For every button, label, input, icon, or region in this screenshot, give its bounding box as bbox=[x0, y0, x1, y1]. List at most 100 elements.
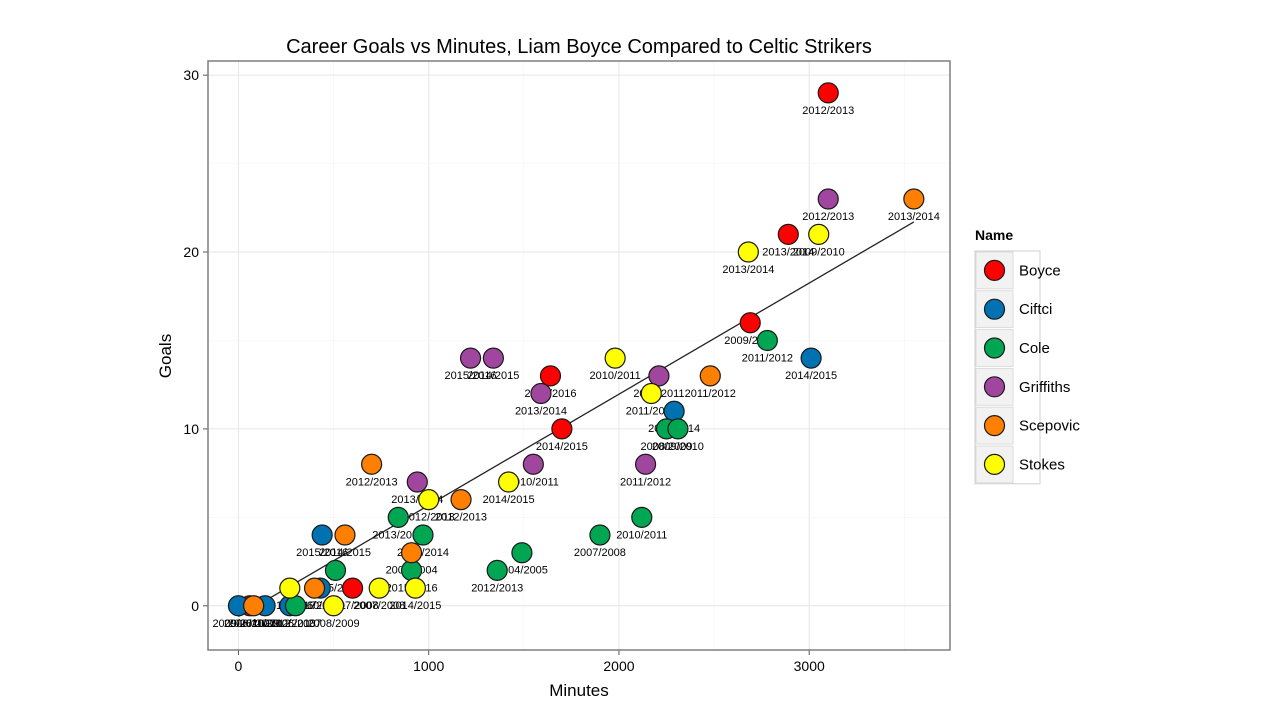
data-point bbox=[589, 524, 611, 546]
point-label: 2013/2014 bbox=[515, 406, 567, 418]
data-point bbox=[450, 489, 472, 511]
data-point bbox=[511, 542, 533, 564]
point-label: 2011/2012 bbox=[685, 388, 736, 400]
data-point bbox=[808, 223, 830, 245]
point-label: 2006/2007 bbox=[224, 618, 276, 630]
data-point bbox=[459, 347, 482, 369]
y-tick-label: 10 bbox=[183, 421, 199, 437]
chart-title: Career Goals vs Minutes, Liam Boyce Comp… bbox=[286, 36, 872, 58]
data-point bbox=[243, 595, 265, 617]
data-point bbox=[486, 559, 508, 582]
plot-frame bbox=[207, 60, 951, 651]
point-label: 2012/2013 bbox=[264, 618, 316, 630]
data-point bbox=[400, 559, 423, 582]
x-tick-label: 0 bbox=[235, 658, 243, 674]
y-tick-label: 20 bbox=[183, 244, 199, 260]
data-point bbox=[279, 577, 301, 599]
point-label: 2014/2015 bbox=[389, 600, 441, 612]
data-point bbox=[361, 453, 383, 475]
data-point bbox=[699, 365, 721, 387]
legend-swatch bbox=[983, 298, 1006, 320]
legend-label: Cole bbox=[1019, 340, 1050, 357]
y-tick-label: 30 bbox=[183, 67, 199, 83]
data-point bbox=[667, 418, 689, 440]
x-axis-title: Minutes bbox=[549, 681, 609, 700]
point-label: 2008/2009 bbox=[641, 441, 693, 453]
data-point bbox=[777, 223, 799, 245]
y-axis-title: Goals bbox=[156, 334, 175, 378]
point-label: 2012/2013 bbox=[471, 582, 523, 594]
point-label: 2010/2011 bbox=[508, 476, 559, 488]
data-point bbox=[311, 524, 333, 546]
legend-swatch bbox=[983, 415, 1006, 437]
data-point bbox=[334, 524, 356, 546]
x-tick-label: 3000 bbox=[794, 658, 825, 674]
data-point bbox=[303, 577, 326, 599]
point-label: 2012/2013 bbox=[346, 476, 398, 488]
data-point bbox=[539, 365, 562, 387]
data-point bbox=[756, 329, 778, 352]
point-label: 2009/2010 bbox=[652, 441, 704, 453]
plot-area bbox=[208, 61, 950, 650]
data-point bbox=[482, 347, 504, 369]
point-label: 2004/2005 bbox=[496, 565, 548, 577]
data-point bbox=[631, 506, 653, 528]
point-label: 2009/2010 bbox=[212, 618, 264, 630]
point-label: 2009/2010 bbox=[793, 246, 845, 258]
point-label: 2008/2009 bbox=[228, 618, 280, 630]
data-point bbox=[604, 347, 626, 369]
data-point bbox=[648, 365, 670, 387]
point-label: 2012/2013 bbox=[802, 105, 854, 117]
data-point bbox=[634, 453, 657, 475]
point-label: 2012/2013 bbox=[403, 512, 455, 524]
point-label: 2014/2015 bbox=[319, 547, 371, 559]
legend-swatch bbox=[983, 376, 1006, 398]
legend-label: Griffiths bbox=[1019, 379, 1070, 396]
data-point bbox=[404, 577, 426, 599]
point-label: 2013/2014 bbox=[762, 246, 814, 258]
point-label: 2011/2012 bbox=[239, 618, 290, 630]
point-label: 2014/2015 bbox=[467, 370, 519, 382]
legend-swatch bbox=[983, 337, 1006, 359]
data-point bbox=[640, 382, 662, 405]
data-point bbox=[739, 312, 761, 334]
axis-ticks: 0 1000 2000 3000 0 10 20 30 bbox=[183, 67, 825, 674]
point-label: 2013/2014 bbox=[888, 211, 940, 223]
data-point bbox=[817, 188, 839, 210]
data-point bbox=[522, 453, 544, 475]
point-label: 2011/2012 bbox=[620, 476, 671, 488]
legend-swatch bbox=[983, 259, 1006, 281]
legend-label: Scepovic bbox=[1019, 418, 1080, 435]
data-point bbox=[551, 418, 573, 440]
legend: Name Boyce Ciftci Cole Griffiths Scepovic Sto… bbox=[974, 227, 1080, 485]
legend-label: Boyce bbox=[1019, 262, 1061, 279]
data-point bbox=[324, 559, 347, 582]
data-point bbox=[322, 595, 345, 617]
data-point bbox=[341, 577, 364, 599]
point-label: 2007/2008 bbox=[574, 547, 626, 559]
data-point bbox=[400, 542, 423, 564]
legend-swatch bbox=[983, 453, 1006, 475]
legend-label: Stokes bbox=[1019, 456, 1065, 473]
point-label: 2007/2008 bbox=[353, 600, 405, 612]
point-label: 2011/2012 bbox=[742, 352, 793, 364]
x-tick-label: 1000 bbox=[413, 658, 444, 674]
y-tick-label: 0 bbox=[191, 598, 199, 614]
point-label: 2014/2015 bbox=[785, 370, 837, 382]
point-label: 2013/2014 bbox=[722, 264, 774, 276]
regression-line bbox=[238, 221, 915, 617]
data-point bbox=[406, 471, 428, 493]
data-point bbox=[817, 82, 839, 104]
data-point bbox=[284, 595, 307, 617]
data-point bbox=[368, 577, 390, 599]
data-point bbox=[530, 382, 552, 405]
point-label: 2012/2013 bbox=[435, 512, 487, 524]
point-label: 2013/2014 bbox=[372, 529, 424, 541]
point-label: 2006/2007 bbox=[270, 618, 322, 630]
data-point bbox=[412, 524, 434, 546]
point-label: 2010/2011 bbox=[590, 370, 641, 382]
point-label: 2010/2011 bbox=[616, 529, 667, 541]
data-points bbox=[227, 82, 925, 617]
point-label: 2014/2015 bbox=[536, 441, 588, 453]
